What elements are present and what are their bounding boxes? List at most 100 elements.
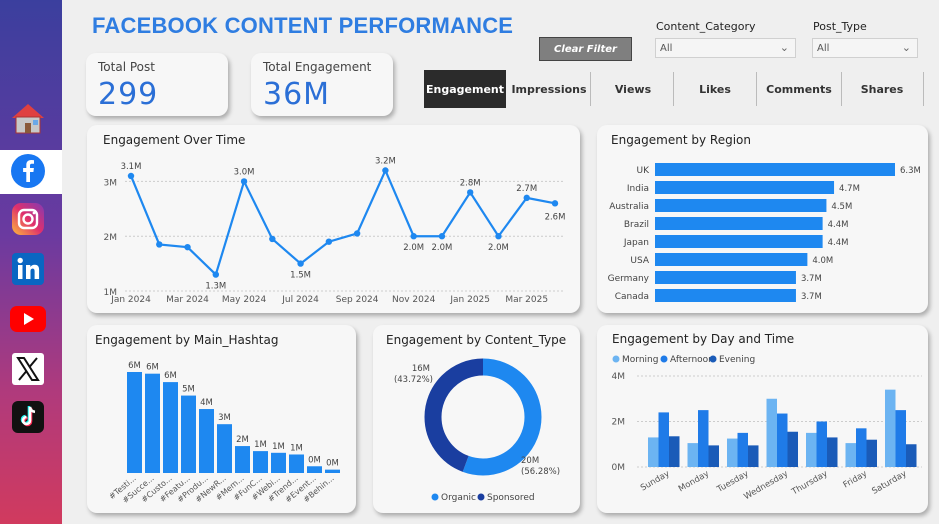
tab-likes[interactable]: Likes [699, 82, 731, 96]
legend-label: Sponsored [487, 493, 535, 503]
engagement-by-hashtag-card: Engagement by Main_Hashtag 6M #Testi... 6M… [87, 325, 356, 513]
youtube-icon[interactable] [9, 300, 47, 338]
data-label: 3.2M [375, 156, 396, 166]
linkedin-icon[interactable] [9, 250, 47, 288]
category-label: Australia [609, 202, 649, 212]
post-type-dropdown[interactable]: All ⌄ [812, 38, 918, 58]
data-point [495, 233, 502, 240]
category-label: Saturday [870, 469, 908, 497]
bar [199, 409, 214, 473]
day-time-bar-chart: 0M 2M 4M Morning Afternoon Evening Sunday Monda… [612, 355, 922, 502]
data-label: 1.5M [290, 271, 311, 281]
bar [658, 412, 669, 467]
tab-divider [923, 72, 924, 106]
data-label: 3.1M [121, 162, 142, 172]
engagement-over-time-card: Engagement Over Time 1M 2M 3M Jan 2024 Mar 2… [87, 125, 580, 313]
facebook-icon[interactable] [9, 152, 47, 190]
legend-marker [477, 493, 485, 501]
post-type-label: Post_Type [813, 20, 867, 33]
tiktok-icon[interactable] [9, 398, 47, 436]
chart-title: Engagement by Day and Time [612, 332, 795, 346]
kpi-value: 299 [98, 77, 159, 112]
tab-views[interactable]: Views [614, 82, 652, 96]
data-label: 5M [182, 385, 195, 395]
bar [885, 389, 896, 467]
data-label: 3.7M [801, 292, 822, 302]
x-icon[interactable] [9, 350, 47, 388]
engagement-by-content-type-card: Engagement by Content_Type 20M (56.28%) 16… [373, 325, 580, 513]
legend-label: Afternoon [670, 355, 714, 365]
x-tick-label: Sep 2024 [336, 295, 379, 305]
data-label: 16M [412, 364, 430, 374]
legend-marker [660, 355, 668, 363]
data-label: 6.3M [900, 166, 921, 176]
bar [895, 410, 906, 467]
data-label: 4.4M [828, 220, 849, 230]
hashtag-bar-chart: 6M#Testi...6M#Succe...6M#Custo...5M#Feat… [107, 361, 340, 505]
line-chart: 1M 2M 3M Jan 2024 Mar 2024 May 2024 Jul 2024 Se… [104, 156, 566, 305]
content-category-label: Content_Category [656, 20, 756, 33]
bar [687, 443, 698, 467]
x-tick-label: Mar 2025 [505, 295, 548, 305]
y-tick-label: 1M [104, 288, 118, 298]
content-type-donut-chart: 20M(56.28%) 16M(43.72%) Organic Sponsored [394, 358, 560, 503]
bar [866, 439, 877, 467]
data-point [156, 241, 163, 248]
bar [648, 437, 659, 467]
bar [163, 382, 178, 473]
category-label: Monday [677, 469, 711, 494]
data-label: 6M [128, 361, 141, 371]
chart-title: Engagement by Main_Hashtag [95, 333, 279, 347]
bar [766, 398, 777, 467]
y-tick-label: 4M [612, 372, 626, 382]
bar [289, 454, 304, 473]
clear-filter-button[interactable]: Clear Filter [539, 37, 632, 61]
chevron-down-icon: ⌄ [779, 41, 789, 54]
home-icon[interactable] [9, 100, 47, 138]
instagram-icon[interactable] [9, 200, 47, 238]
bar [906, 444, 917, 467]
kpi-label: Total Engagement [263, 60, 372, 74]
bar [856, 428, 867, 467]
region-bar-chart: UK 6.3M India 4.7M Australia 4.5M Brazil 4.4M Ja… [608, 163, 921, 302]
data-point [467, 189, 474, 196]
tab-shares[interactable]: Shares [860, 82, 904, 96]
category-label: Brazil [624, 220, 649, 230]
content-category-dropdown[interactable]: All ⌄ [655, 38, 796, 58]
chart-title: Engagement by Content_Type [386, 333, 567, 347]
chevron-down-icon: ⌄ [901, 41, 911, 54]
bar [145, 373, 160, 473]
data-label: (56.28%) [521, 467, 560, 477]
tab-impressions[interactable]: Impressions [511, 82, 587, 96]
bar [748, 445, 759, 467]
tab-engagement[interactable]: Engagement [424, 70, 506, 108]
engagement-by-day-time-card: Engagement by Day and Time 0M 2M 4M Morning… [597, 325, 928, 513]
data-label: 2.0M [403, 243, 424, 253]
x-tick-label: Jan 2025 [449, 295, 490, 305]
data-label: 2.0M [488, 243, 509, 253]
bar [787, 431, 798, 467]
data-point [325, 238, 333, 245]
tab-comments[interactable]: Comments [766, 82, 832, 96]
data-point [184, 243, 191, 251]
legend-marker [431, 493, 439, 501]
legend-label: Morning [622, 355, 658, 365]
bar [307, 466, 322, 473]
bar [655, 163, 895, 176]
bar [698, 410, 709, 467]
y-tick-label: 0M [612, 463, 626, 473]
y-tick-label: 2M [612, 418, 626, 428]
y-tick-label: 3M [104, 178, 118, 188]
x-tick-label: Jan 2024 [110, 295, 151, 305]
data-label: 1M [290, 443, 303, 453]
bar [253, 451, 268, 473]
data-label: 0M [308, 455, 321, 465]
bar [827, 437, 838, 467]
data-label: 3.7M [801, 274, 822, 284]
bar [655, 271, 796, 284]
bar [777, 413, 788, 467]
data-label: 4M [200, 398, 213, 408]
data-label: 0M [326, 459, 339, 469]
bar [708, 445, 719, 467]
engagement-by-region-card: Engagement by Region UK 6.3M India 4.7M Aust… [597, 125, 928, 313]
